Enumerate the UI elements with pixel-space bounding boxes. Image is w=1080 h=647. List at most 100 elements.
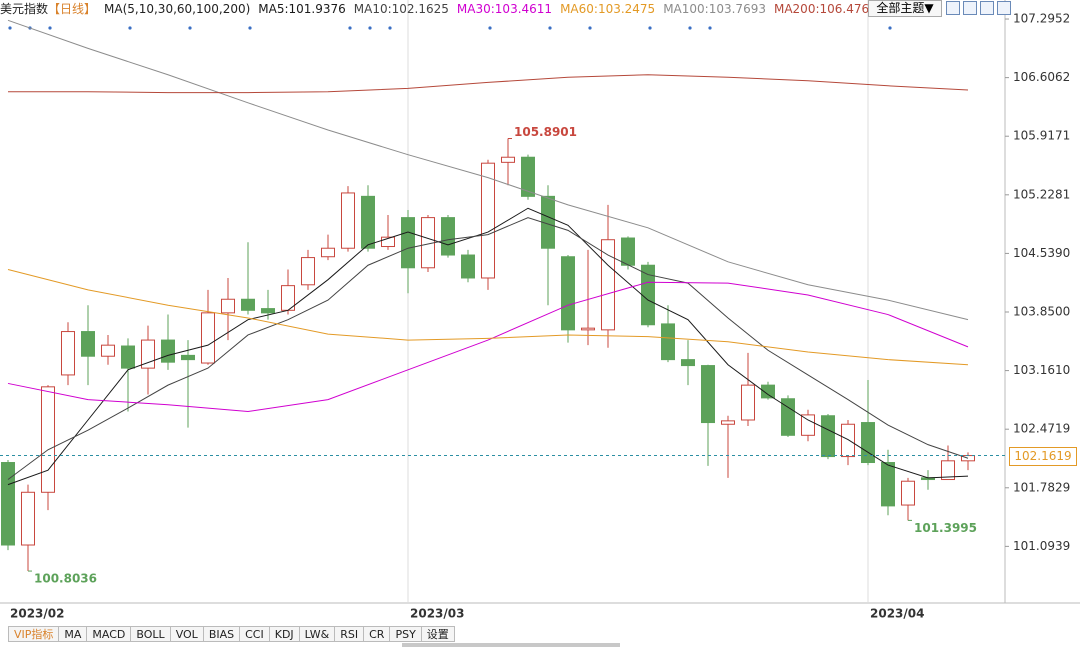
candle-body [341, 192, 355, 249]
tab[interactable]: 设置 [421, 626, 455, 642]
candle-body [841, 423, 855, 458]
y-tick-label: 101.7829 [1013, 480, 1070, 494]
candle-body [941, 460, 955, 481]
candle-body [161, 339, 175, 363]
candle-body [301, 257, 315, 286]
legend-entry: MA60:103.2475 [560, 1, 656, 16]
plot [0, 0, 1005, 603]
tab[interactable]: PSY [390, 626, 422, 642]
low-annotation: 100.8036 [34, 572, 97, 586]
y-tick-label: 104.5390 [1013, 246, 1070, 260]
ma-line [7, 217, 969, 480]
legend-entry: MA30:103.4611 [456, 1, 553, 16]
y-tick-label: 106.6062 [1013, 70, 1070, 84]
y-tick-label: 105.2281 [1013, 187, 1070, 201]
candle-body [681, 359, 695, 367]
tool-icon[interactable] [997, 1, 1011, 15]
candle-body [261, 308, 275, 314]
ma-line [7, 268, 969, 366]
legend-entry: MA200:106.476 [773, 1, 870, 16]
candle-body [761, 384, 775, 399]
candle-body [561, 256, 575, 331]
candle-body [801, 414, 815, 436]
candle-body [601, 239, 615, 331]
candle-body [581, 327, 595, 331]
tab[interactable]: RSI [335, 626, 365, 642]
candle-body [781, 398, 795, 436]
tab[interactable]: LW& [299, 626, 336, 642]
tab[interactable]: BOLL [131, 626, 171, 642]
y-tick-label: 102.4719 [1013, 422, 1070, 436]
y-tick-label: 103.8500 [1013, 305, 1070, 319]
legend: MA5:101.9376 MA10:102.1625 MA30:103.4611 MA… [258, 2, 877, 16]
tab[interactable]: MACD [87, 626, 132, 642]
x-tick-label: 2023/02 [10, 607, 64, 621]
last-price-label: 102.1619 [1009, 446, 1077, 466]
candle-body [201, 312, 215, 364]
period[interactable]: 【日线】 [48, 2, 97, 16]
header: 美元指数 【日线】 MA(5,10,30,60,100,200) MA5:101… [0, 0, 885, 17]
theme-button[interactable]: 全部主题▼ [868, 0, 942, 17]
candle-body [61, 331, 75, 376]
tab[interactable]: VIP指标 [8, 626, 60, 642]
y-tick-label: 101.0939 [1013, 539, 1070, 553]
candle-body [461, 254, 475, 279]
tab[interactable]: KDJ [269, 626, 300, 642]
indicator: MA(5,10,30,60,100,200) [104, 1, 251, 16]
scrollbar[interactable] [402, 643, 620, 647]
candle-body [41, 386, 55, 493]
tool-icon[interactable] [980, 1, 994, 15]
low-annotation: 101.3995 [914, 521, 977, 535]
candle-body [901, 480, 915, 506]
tab[interactable]: BIAS [203, 626, 241, 642]
candle-body [501, 156, 515, 163]
candle-body [241, 298, 255, 311]
x-tick-label: 2023/03 [410, 607, 464, 621]
candle-body [481, 162, 495, 279]
y-tick-label: 105.9171 [1013, 129, 1070, 143]
legend-entry: MA10:102.1625 [353, 1, 449, 16]
candle-body [121, 345, 135, 369]
x-tick-label: 2023/04 [870, 607, 924, 621]
tool-icon[interactable] [946, 1, 960, 15]
tab[interactable]: VOL [170, 626, 204, 642]
candle-body [361, 195, 375, 249]
high-annotation: 105.8901 [514, 125, 577, 139]
tab[interactable]: MA [59, 626, 88, 642]
tab[interactable]: CCI [240, 626, 270, 642]
candle-body [701, 365, 715, 424]
candle-body [401, 217, 415, 269]
candle-body [1, 462, 15, 546]
candle-body [861, 422, 875, 464]
ma-line [8, 74, 969, 94]
candle-body [741, 384, 755, 421]
candle-body [101, 344, 115, 357]
tool-icon[interactable] [963, 1, 977, 15]
candle-body [621, 237, 635, 266]
candle-body [81, 331, 95, 357]
candle-body [381, 236, 395, 248]
candle-body [661, 323, 675, 361]
candle-body [21, 491, 35, 546]
event-dots [8, 26, 892, 30]
y-tick-label: 103.1610 [1013, 363, 1070, 377]
ma-line [7, 19, 969, 321]
tab[interactable]: CR [364, 626, 391, 642]
legend-entry: MA5:101.9376 [258, 1, 346, 16]
candle-body [881, 462, 895, 507]
ma-line [7, 207, 969, 486]
candle-body [321, 247, 335, 258]
legend-entry: MA100:103.7693 [663, 1, 766, 16]
candle-body [181, 354, 195, 361]
instrument-title: 美元指数 [0, 2, 49, 16]
y-tick-label: 107.2952 [1013, 12, 1070, 26]
candle-body [821, 415, 835, 458]
indicator-tabs: VIP指标 MA MACD BOLL VOL BIAS CCI KDJ LW& RSI CR PSY 设… [8, 626, 455, 642]
candle-body [721, 420, 735, 425]
candle-body [521, 156, 535, 197]
ma-line [7, 281, 969, 412]
candle-body [221, 298, 235, 314]
candle-body [441, 217, 455, 256]
